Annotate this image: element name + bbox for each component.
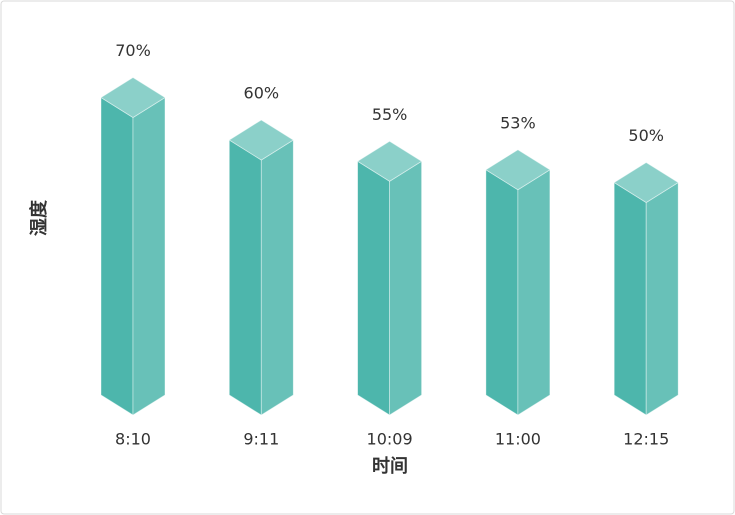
- bar-top-face: [100, 77, 166, 118]
- bar-top-face: [356, 140, 423, 182]
- bar-right-face: [645, 181, 679, 416]
- data-label: 70%: [115, 41, 151, 60]
- data-label: 53%: [500, 113, 536, 132]
- data-label: 60%: [244, 84, 280, 103]
- bar-right-face: [389, 160, 423, 416]
- bar-right-face: [517, 169, 551, 416]
- bar-top-face: [613, 162, 679, 203]
- x-tick-label: 9:11: [243, 430, 279, 449]
- data-label: 50%: [628, 126, 664, 145]
- x-tick-label: 11:00: [495, 430, 541, 449]
- data-label: 55%: [372, 105, 408, 124]
- x-tick-label: 12:15: [623, 430, 669, 449]
- bar: [228, 119, 295, 416]
- bar-left-face: [100, 96, 134, 416]
- bar-right-face: [132, 96, 166, 416]
- x-tick-label: 8:10: [115, 430, 151, 449]
- bar: [485, 149, 551, 416]
- x-tick-label: 10:09: [367, 430, 413, 449]
- bar-left-face: [485, 169, 519, 416]
- bar: [613, 162, 679, 416]
- x-axis-title: 时间: [372, 456, 408, 477]
- bar-top-face: [485, 149, 551, 191]
- bar-top-face: [228, 119, 295, 161]
- bar: [356, 140, 423, 416]
- bar-left-face: [228, 139, 262, 416]
- bar-right-face: [260, 139, 294, 416]
- bar-left-face: [613, 181, 647, 416]
- bar: [100, 77, 166, 416]
- y-axis-title: 湿度: [28, 199, 50, 236]
- bar-left-face: [357, 160, 391, 416]
